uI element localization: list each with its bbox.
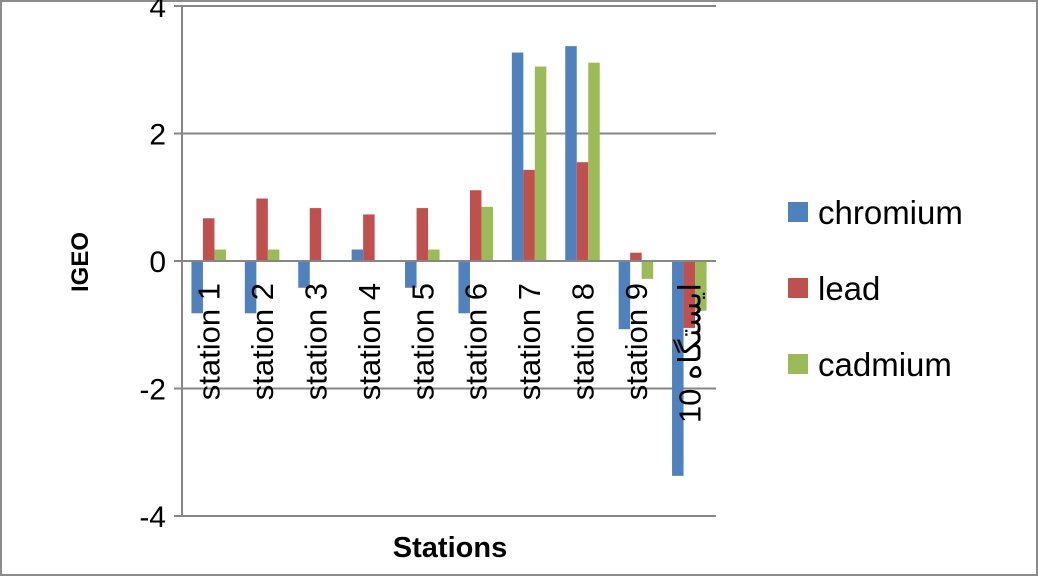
category-labels: station 1 station 2 station 3 station 4 stat… [192,283,708,423]
bar-cadmium [588,62,600,261]
y-tick-label: -4 [139,501,166,534]
x-axis-title: Stations [393,532,507,564]
category-label: station 4 [352,283,387,400]
bar-lead [630,252,642,261]
bars [191,46,707,476]
category-label: station 2 [245,283,280,400]
bar-chromium [511,52,524,261]
category-label: station 8 [566,283,601,400]
bar-chromium [351,249,364,261]
category-label: station 3 [299,283,334,400]
category-label: station 9 [619,283,654,400]
bar-chromium [565,46,577,261]
bar-chromium [458,261,470,314]
bar-lead [256,198,268,261]
bar-lead [576,162,589,261]
bar-lead [363,214,375,261]
legend-swatch-lead [788,278,808,298]
axes: -4 -2 0 2 4 [139,0,716,534]
bar-lead [309,208,322,261]
bar-lead [202,218,215,261]
category-label: station 1 [192,283,227,400]
legend-swatch-chromium [788,202,808,222]
bar-cadmium [534,66,547,261]
bar-cadmium [428,249,440,261]
y-tick-label: -2 [139,374,166,407]
bar-cadmium [641,261,654,279]
y-tick-label: 2 [149,119,166,152]
bar-cadmium [214,249,226,261]
legend: chromium lead cadmium [788,194,963,383]
bar-chromium [672,261,684,476]
bar-chromium [298,261,310,288]
category-label: station 5 [405,283,440,400]
bar-lead [523,169,535,261]
legend-label-lead: lead [818,270,880,307]
category-label: ایستگاه 10 [672,283,707,423]
bar-chromium [191,261,203,314]
y-tick-label: 4 [149,0,166,24]
category-label: station 7 [512,283,547,400]
bar-cadmium [267,249,280,261]
y-tick-label: 0 [149,246,166,279]
bar-lead [469,190,482,261]
legend-swatch-cadmium [788,354,808,374]
bar-cadmium [695,261,707,311]
bar-lead [416,208,429,261]
bar-chromium [618,261,631,330]
legend-label-cadmium: cadmium [818,346,952,383]
bar-cadmium [481,206,493,261]
bar-lead [683,261,696,328]
category-label: station 6 [459,283,494,400]
bar-chromium [405,261,417,288]
y-axis-title: IGEO [67,232,94,292]
bar-chromium [244,261,257,314]
legend-label-chromium: chromium [818,194,963,231]
